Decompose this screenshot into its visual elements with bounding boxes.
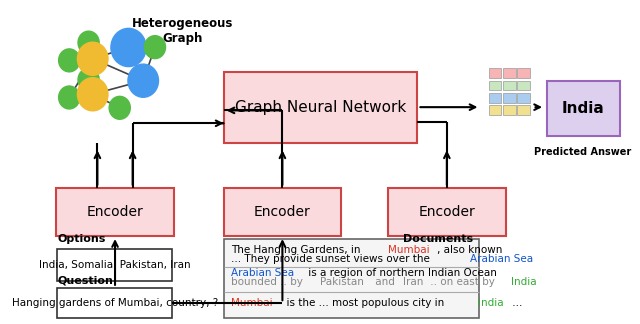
- Text: Mumbai: Mumbai: [388, 245, 429, 255]
- Ellipse shape: [111, 29, 146, 67]
- Text: .. on east by: .. on east by: [427, 277, 498, 287]
- Bar: [489, 68, 502, 78]
- Text: , also known: , also known: [437, 245, 502, 255]
- Text: Encoder: Encoder: [254, 205, 311, 219]
- Text: Heterogeneous
Graph: Heterogeneous Graph: [132, 17, 233, 45]
- Bar: [517, 81, 530, 90]
- Ellipse shape: [59, 86, 80, 109]
- Ellipse shape: [77, 78, 108, 111]
- Text: Graph Neural Network: Graph Neural Network: [235, 100, 406, 115]
- Text: Iran: Iran: [403, 277, 423, 287]
- Ellipse shape: [145, 36, 166, 59]
- Text: The Hanging Gardens, in: The Hanging Gardens, in: [231, 245, 364, 255]
- Text: Hanging gardens of Mumbai, country, ?: Hanging gardens of Mumbai, country, ?: [12, 298, 218, 308]
- Ellipse shape: [109, 96, 131, 119]
- Text: Pakistan: Pakistan: [319, 277, 364, 287]
- Text: is the ... most populous city in: is the ... most populous city in: [280, 298, 447, 308]
- Bar: [503, 93, 516, 103]
- FancyBboxPatch shape: [223, 72, 417, 143]
- Text: Options: Options: [58, 234, 106, 244]
- Ellipse shape: [78, 68, 99, 91]
- Text: and: and: [372, 277, 397, 287]
- Text: ...: ...: [509, 298, 522, 308]
- Ellipse shape: [128, 64, 159, 97]
- FancyBboxPatch shape: [58, 249, 172, 281]
- Bar: [489, 93, 502, 103]
- Bar: [503, 105, 516, 115]
- Bar: [489, 105, 502, 115]
- Bar: [517, 93, 530, 103]
- Text: Mumbai: Mumbai: [231, 298, 273, 308]
- FancyBboxPatch shape: [547, 81, 620, 136]
- Bar: [503, 68, 516, 78]
- Text: India: India: [478, 298, 504, 308]
- Text: Arabian Sea: Arabian Sea: [231, 268, 294, 278]
- FancyBboxPatch shape: [58, 288, 172, 318]
- Text: India: India: [511, 277, 536, 287]
- Text: Predicted Answer: Predicted Answer: [534, 147, 632, 157]
- Text: Question: Question: [58, 275, 113, 285]
- Ellipse shape: [77, 42, 108, 75]
- Text: Encoder: Encoder: [419, 205, 476, 219]
- Text: India: India: [562, 101, 605, 116]
- Text: Documents: Documents: [403, 234, 473, 244]
- Text: ... They provide sunset views over the: ... They provide sunset views over the: [231, 254, 433, 264]
- Text: Arabian Sea: Arabian Sea: [470, 254, 533, 264]
- FancyBboxPatch shape: [223, 188, 341, 236]
- Bar: [503, 81, 516, 90]
- Bar: [223, 239, 479, 318]
- Bar: [489, 81, 502, 90]
- Bar: [517, 105, 530, 115]
- Text: bounded .. by: bounded .. by: [231, 277, 306, 287]
- Text: India, Somalia, Pakistan, Iran: India, Somalia, Pakistan, Iran: [39, 260, 191, 270]
- Text: is a region of northern Indian Ocean: is a region of northern Indian Ocean: [305, 268, 497, 278]
- Ellipse shape: [78, 31, 99, 54]
- FancyBboxPatch shape: [56, 188, 173, 236]
- FancyBboxPatch shape: [388, 188, 506, 236]
- Ellipse shape: [59, 49, 80, 72]
- Text: Encoder: Encoder: [86, 205, 143, 219]
- Bar: [517, 68, 530, 78]
